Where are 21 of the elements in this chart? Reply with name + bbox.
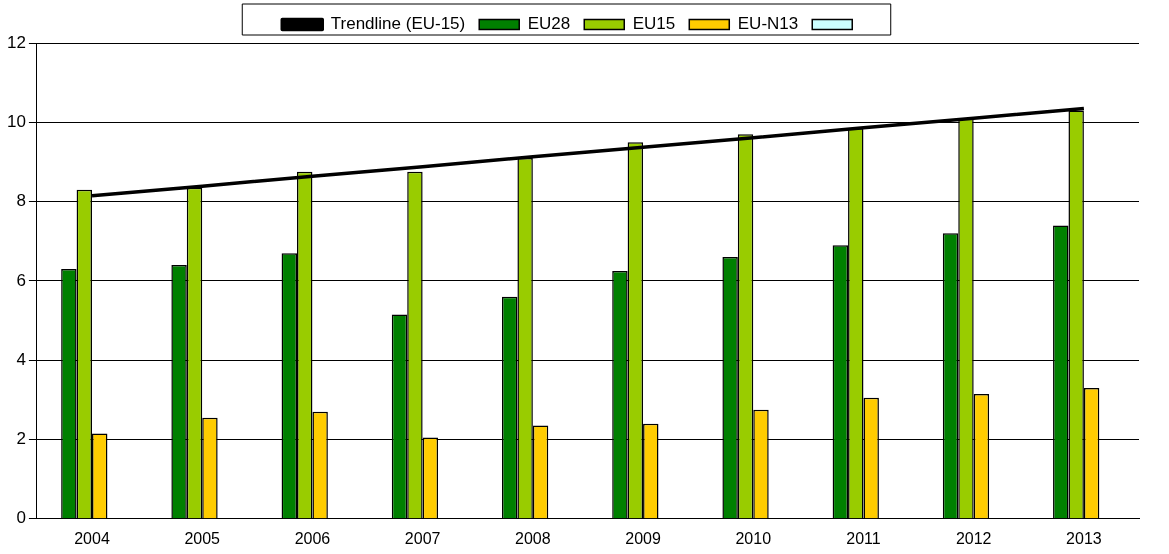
legend-label: EU28 xyxy=(527,14,571,34)
y-tick-label: 4 xyxy=(16,349,26,369)
y-tick-label: 8 xyxy=(16,191,26,211)
y-tick-label: 10 xyxy=(6,111,26,131)
y-tick-label: 6 xyxy=(16,270,26,290)
y-tick-label: 12 xyxy=(6,32,26,52)
x-tick-label: 2010 xyxy=(735,529,772,547)
y-tick-label: 0 xyxy=(16,508,26,528)
x-tick-label: 2008 xyxy=(515,529,551,547)
y-tick-label: 2 xyxy=(16,429,26,449)
x-tick-label: 2007 xyxy=(404,529,441,547)
legend-label: Trendline (EU-15) xyxy=(330,14,466,34)
x-tick-label: 2004 xyxy=(74,529,110,547)
x-tick-label: 2013 xyxy=(1066,529,1102,547)
x-tick-label: 2005 xyxy=(184,529,221,547)
legend-label: EU-N13 xyxy=(737,14,799,34)
x-tick-label: 2011 xyxy=(846,529,881,547)
legend-label: EU15 xyxy=(632,14,676,34)
x-tick-label: 2006 xyxy=(294,529,331,547)
x-tick-label: 2009 xyxy=(625,529,661,547)
x-tick-label: 2012 xyxy=(955,529,992,547)
